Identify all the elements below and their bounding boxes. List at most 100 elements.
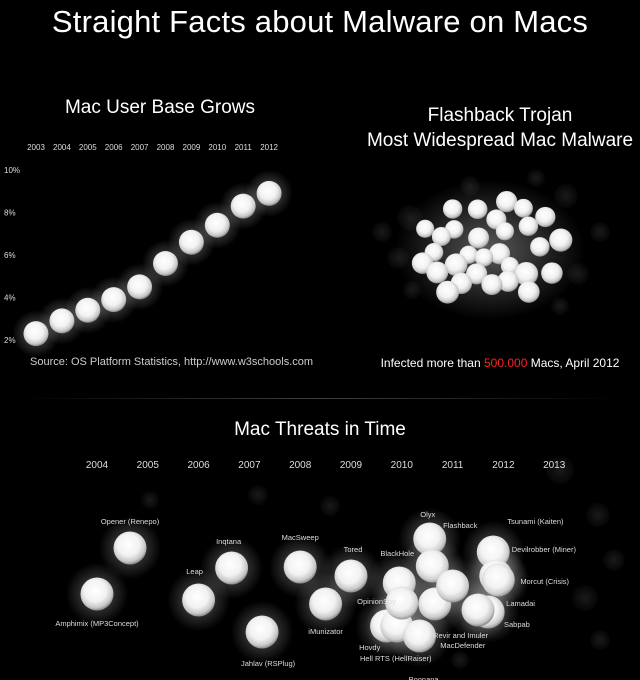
faint-orb bbox=[603, 549, 625, 571]
year-label: 2011 bbox=[442, 460, 464, 471]
flashback-title-line2: Most Widespread Mac Malware bbox=[366, 130, 634, 151]
x-tick-label: 2006 bbox=[105, 143, 123, 152]
faint-orb bbox=[554, 184, 578, 208]
user-base-title: Mac User Base Grows bbox=[64, 97, 256, 118]
year-label: 2007 bbox=[238, 460, 261, 471]
data-point bbox=[245, 169, 293, 218]
x-tick-label: 2012 bbox=[260, 143, 278, 152]
threat-label: OpinionSpy bbox=[357, 597, 396, 606]
flashback-title-line1: Flashback Trojan bbox=[427, 105, 573, 126]
threat-label: Jahlav (RSPlug) bbox=[241, 659, 296, 668]
data-point-orb bbox=[256, 180, 282, 206]
faint-orb bbox=[590, 630, 610, 650]
threat-label: MacSweep bbox=[282, 533, 319, 542]
threat-label: Revir and Imuler bbox=[433, 631, 489, 640]
threat-label: Opener (Renepo) bbox=[101, 517, 160, 526]
threat-label: iMunizator bbox=[308, 627, 343, 636]
threat-point bbox=[446, 578, 510, 642]
flashback-cluster bbox=[372, 169, 610, 320]
threat-label: Tsunami (Kaiten) bbox=[507, 517, 564, 526]
data-point-orb bbox=[153, 251, 178, 276]
threat-label: Sabpab bbox=[504, 620, 530, 629]
flashback-title: Flashback Trojan Most Widespread Mac Mal… bbox=[340, 103, 640, 153]
threat-label: MacDefender bbox=[440, 641, 486, 650]
infection-orb bbox=[530, 237, 550, 257]
threat-label: BlackHole bbox=[380, 549, 414, 558]
x-tick-label: 2005 bbox=[79, 143, 97, 152]
y-tick-label: 10% bbox=[4, 166, 20, 175]
threat-point bbox=[319, 544, 383, 608]
x-tick-label: 2010 bbox=[208, 143, 226, 152]
x-tick-label: 2011 bbox=[235, 143, 253, 152]
x-tick-label: 2009 bbox=[183, 143, 201, 152]
threat-label: Hovdy bbox=[359, 643, 381, 652]
infection-orb bbox=[468, 227, 490, 249]
threat-point-orb bbox=[182, 583, 216, 617]
source-note: Source: OS Platform Statistics, http://w… bbox=[30, 356, 314, 368]
faint-orb bbox=[586, 503, 610, 527]
faint-orb bbox=[546, 456, 574, 484]
data-point-orb bbox=[127, 274, 153, 300]
threat-point-orb bbox=[334, 559, 368, 593]
infected-note: Infected more than 500.000 Macs, April 2… bbox=[340, 356, 640, 370]
infected-suffix: Macs, April 2012 bbox=[527, 356, 620, 370]
faint-orb bbox=[320, 496, 340, 516]
y-tick-label: 2% bbox=[4, 336, 16, 345]
faint-orb bbox=[451, 651, 469, 669]
year-label: 2010 bbox=[391, 460, 414, 471]
threat-label: Hell RTS (HellRaiser) bbox=[360, 654, 432, 663]
x-tick-label: 2003 bbox=[27, 143, 45, 152]
threat-point-orb bbox=[283, 550, 317, 584]
infection-orb bbox=[474, 248, 494, 267]
faint-orb bbox=[527, 169, 545, 187]
faint-orb bbox=[248, 485, 268, 505]
threat-point bbox=[230, 600, 294, 664]
y-tick-label: 8% bbox=[4, 209, 16, 218]
threat-point-orb bbox=[215, 551, 249, 585]
infection-orb bbox=[466, 263, 488, 285]
threat-label: Boonana bbox=[409, 675, 440, 680]
x-tick-label: 2008 bbox=[157, 143, 175, 152]
threat-point bbox=[200, 536, 263, 600]
infection-orb bbox=[514, 198, 533, 218]
threat-label: Morcut (Crisis) bbox=[520, 577, 569, 586]
threat-label: Tored bbox=[344, 545, 363, 554]
year-label: 2009 bbox=[340, 460, 363, 471]
threats-timeline: 2004200520062007200820092010201120122013… bbox=[55, 456, 625, 680]
infection-orb bbox=[426, 261, 449, 284]
threat-label: Olyx bbox=[420, 510, 435, 519]
threats-title: Mac Threats in Time bbox=[234, 419, 406, 440]
infection-orb bbox=[500, 256, 519, 275]
infection-orb bbox=[517, 281, 540, 303]
y-tick-label: 6% bbox=[4, 251, 16, 260]
infection-orb bbox=[541, 262, 563, 284]
threat-label: Lamadai bbox=[506, 599, 535, 608]
infection-orb bbox=[436, 280, 460, 304]
faint-orb bbox=[141, 491, 159, 509]
faint-orb bbox=[590, 222, 610, 242]
infected-prefix: Infected more than bbox=[380, 356, 484, 370]
year-label: 2006 bbox=[187, 460, 210, 471]
infection-orb bbox=[467, 199, 488, 220]
x-tick-label: 2007 bbox=[131, 143, 149, 152]
threat-label: Amphimix (MP3Concept) bbox=[55, 619, 139, 628]
infection-orb bbox=[481, 274, 503, 296]
threat-point-orb bbox=[80, 577, 114, 611]
faint-orb bbox=[572, 585, 598, 611]
infection-orb bbox=[514, 261, 539, 286]
faint-orb bbox=[372, 222, 392, 242]
infection-orb bbox=[444, 253, 468, 277]
year-label: 2008 bbox=[289, 460, 312, 471]
infection-orb bbox=[495, 222, 515, 241]
infection-orb bbox=[497, 270, 519, 292]
x-tick-label: 2004 bbox=[53, 143, 71, 152]
y-tick-label: 4% bbox=[4, 294, 16, 303]
year-label: 2005 bbox=[137, 460, 160, 471]
threat-point bbox=[65, 562, 129, 626]
threat-point-orb bbox=[245, 615, 279, 649]
threat-label: Leap bbox=[186, 567, 203, 576]
year-label: 2004 bbox=[86, 460, 109, 471]
faint-orb bbox=[551, 297, 569, 315]
threat-label: Devilrobber (Miner) bbox=[512, 545, 577, 554]
